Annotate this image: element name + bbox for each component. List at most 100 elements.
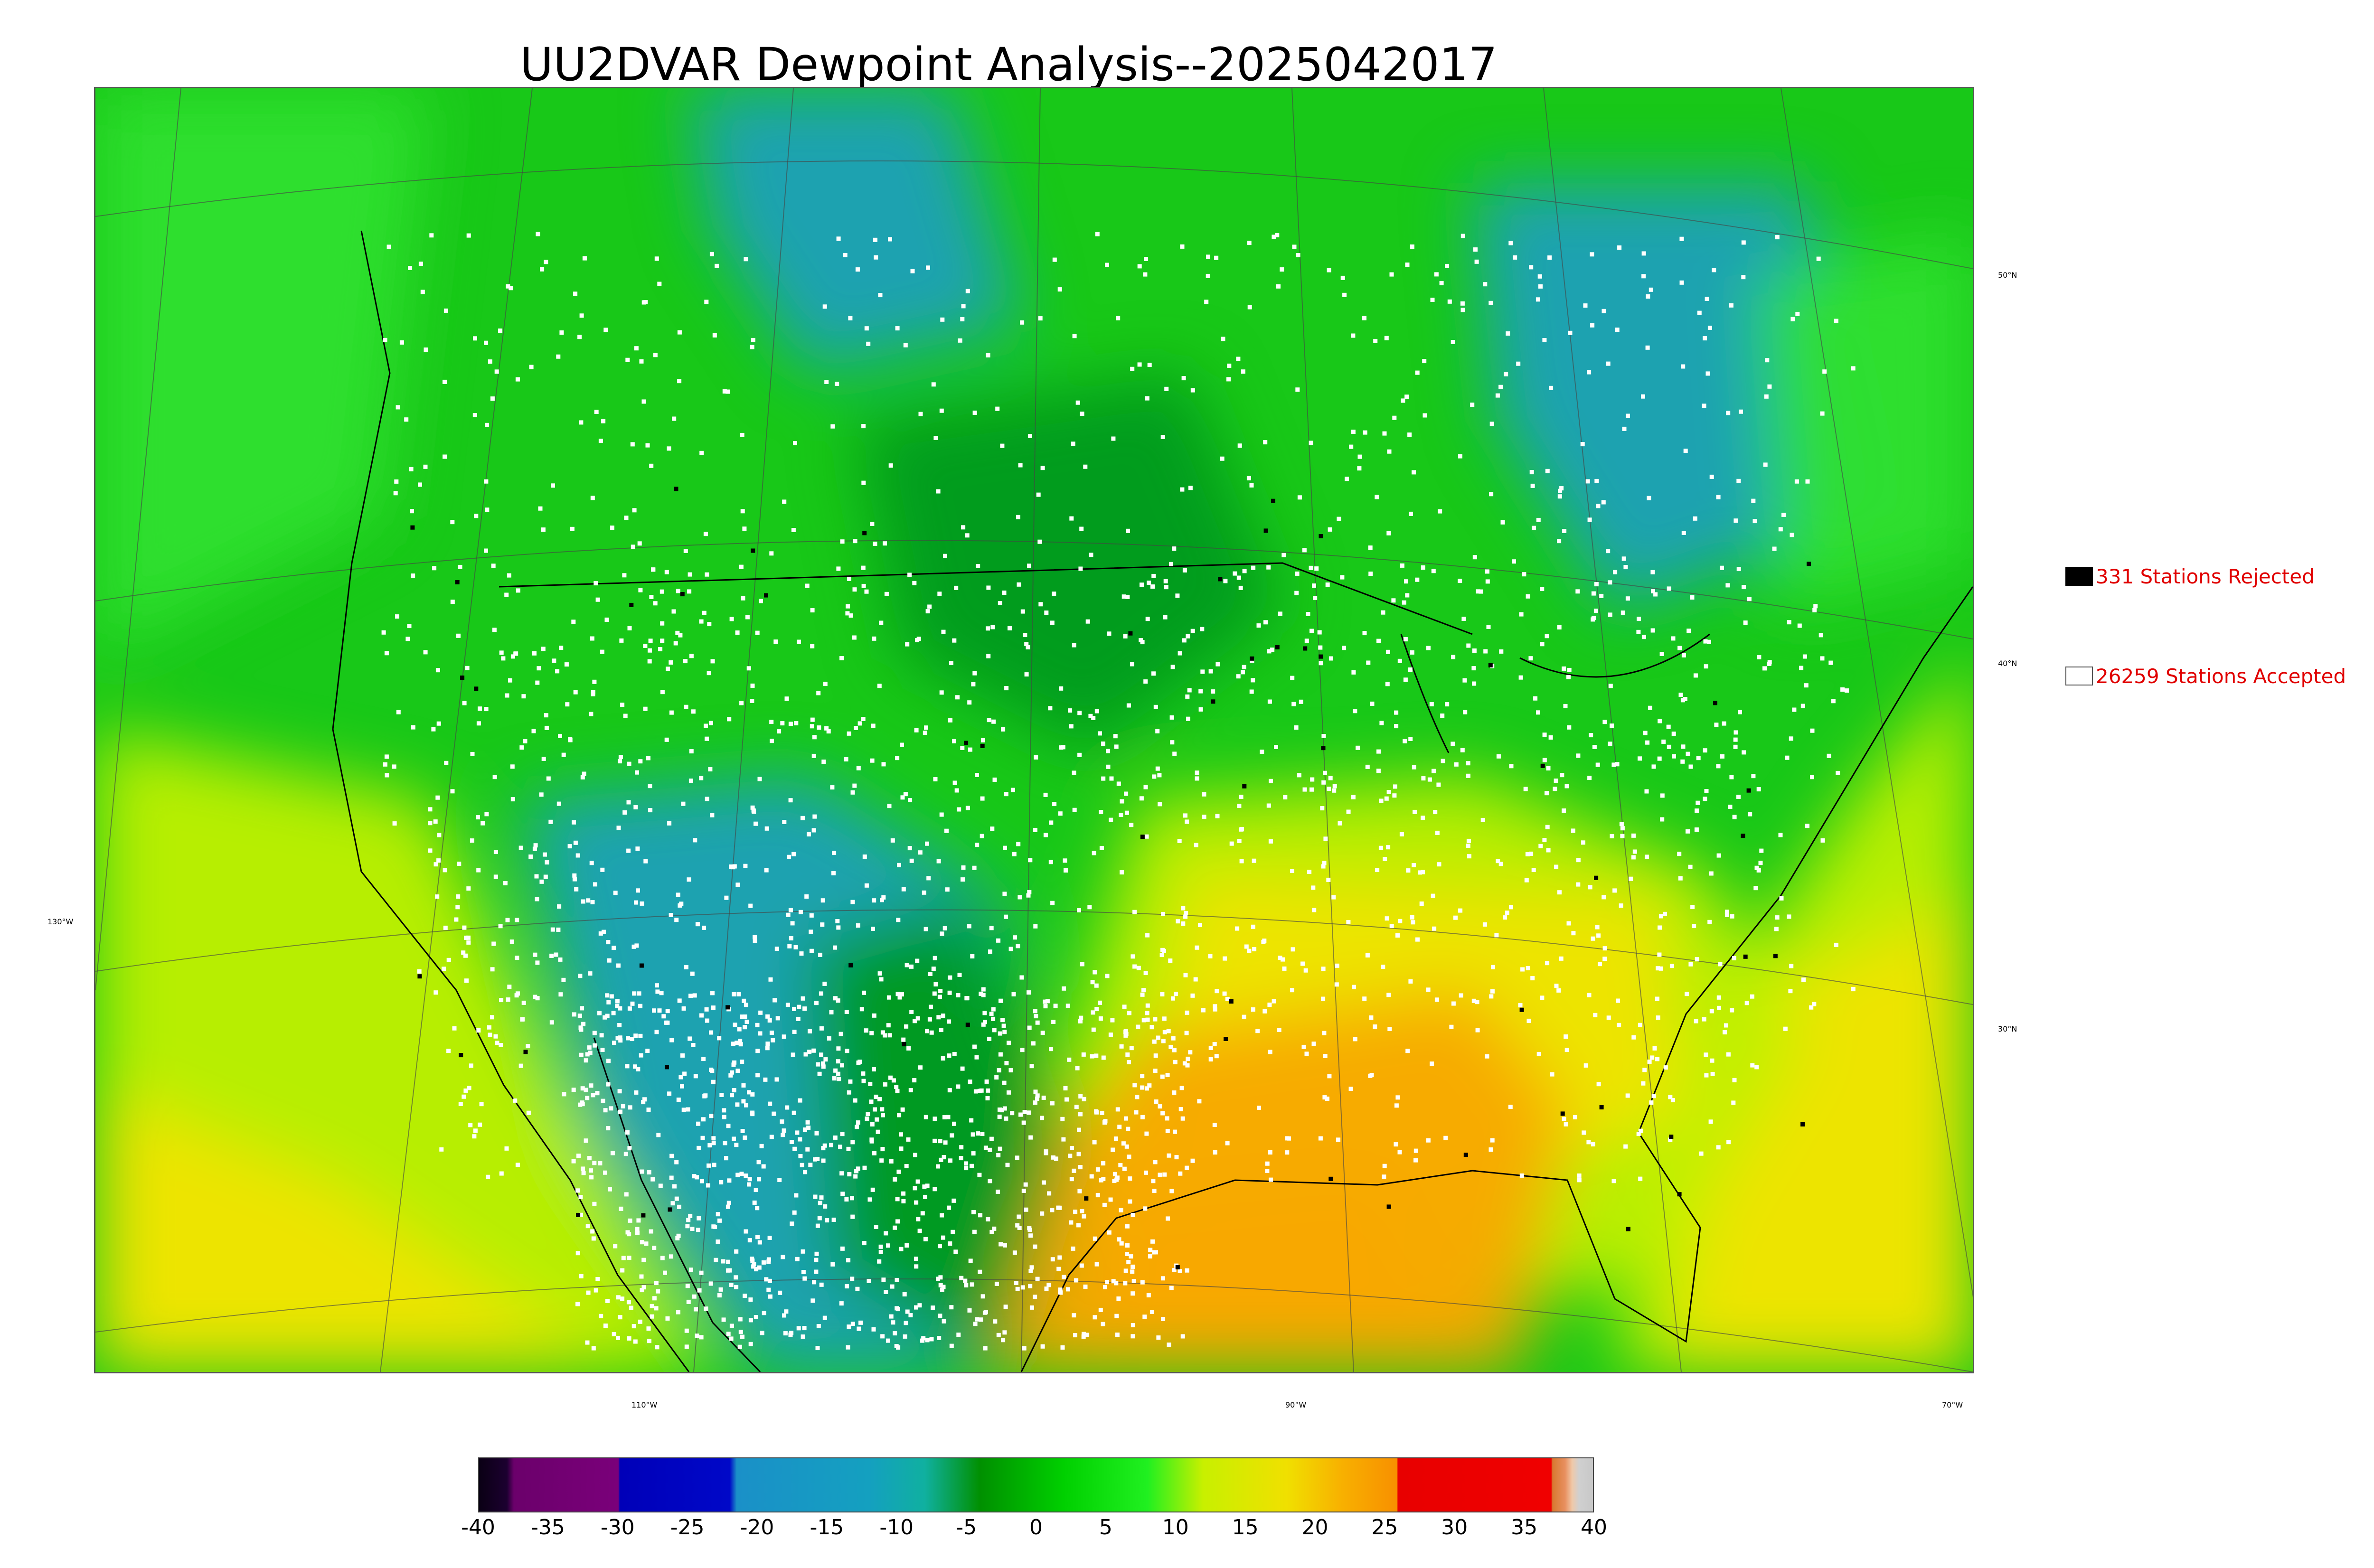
station-accepted	[411, 725, 415, 730]
station-accepted	[1071, 1246, 1075, 1251]
station-accepted	[544, 725, 549, 730]
station-accepted	[1058, 811, 1063, 816]
station-accepted	[1512, 559, 1516, 564]
station-accepted	[678, 1075, 683, 1080]
station-accepted	[801, 1249, 805, 1254]
station-accepted	[476, 721, 481, 726]
station-accepted	[1016, 842, 1021, 846]
station-accepted	[1143, 785, 1148, 789]
station-accepted	[632, 991, 637, 996]
station-accepted	[1816, 256, 1821, 261]
station-accepted	[1124, 1144, 1129, 1149]
station-accepted	[604, 617, 609, 622]
station-accepted	[1742, 585, 1746, 590]
station-accepted	[455, 905, 460, 910]
station-accepted	[681, 801, 686, 806]
station-accepted	[1813, 604, 1818, 609]
station-accepted	[1112, 1179, 1117, 1183]
station-accepted	[1299, 699, 1303, 704]
station-accepted	[1778, 833, 1783, 837]
station-accepted	[1475, 1000, 1479, 1005]
station-accepted	[653, 601, 658, 606]
station-accepted	[756, 1160, 761, 1164]
station-accepted	[1093, 1315, 1097, 1320]
station-accepted	[472, 1134, 477, 1139]
station-accepted	[1263, 620, 1268, 625]
station-accepted	[1685, 992, 1689, 996]
station-accepted	[1415, 577, 1420, 582]
station-accepted	[1756, 787, 1761, 792]
station-accepted	[1368, 545, 1373, 550]
station-accepted	[1704, 664, 1708, 669]
station-accepted	[1483, 282, 1488, 287]
station-accepted	[861, 583, 866, 588]
station-accepted	[473, 336, 477, 341]
station-accepted	[676, 1233, 681, 1238]
station-accepted	[659, 589, 664, 594]
station-accepted	[947, 1205, 951, 1210]
station-accepted	[1075, 1066, 1080, 1070]
station-accepted	[686, 1107, 690, 1112]
station-accepted	[1458, 579, 1462, 583]
station-accepted	[598, 1161, 603, 1165]
station-accepted	[606, 1082, 611, 1087]
station-accepted	[1596, 504, 1601, 508]
station-accepted	[1602, 309, 1606, 313]
station-accepted	[1023, 1182, 1028, 1187]
station-rejected	[1303, 646, 1308, 651]
station-accepted	[1083, 1284, 1088, 1289]
station-accepted	[1557, 625, 1562, 629]
station-accepted	[699, 1013, 704, 1018]
station-accepted	[788, 722, 793, 726]
station-accepted	[794, 1193, 799, 1198]
station-accepted	[664, 1020, 669, 1025]
station-accepted	[1140, 1115, 1145, 1119]
station-accepted	[1733, 737, 1738, 742]
station-accepted	[1688, 962, 1693, 967]
station-accepted	[1028, 1233, 1033, 1238]
station-accepted	[579, 1212, 583, 1217]
station-accepted	[986, 626, 990, 631]
station-accepted	[1483, 649, 1488, 654]
station-accepted	[1249, 689, 1254, 694]
station-accepted	[814, 1269, 819, 1274]
station-accepted	[1413, 809, 1417, 814]
station-accepted	[638, 759, 643, 764]
station-accepted	[578, 1025, 583, 1030]
station-accepted	[716, 1239, 720, 1244]
station-accepted	[1088, 714, 1093, 718]
station-accepted	[632, 1064, 637, 1069]
station-accepted	[1182, 568, 1187, 573]
station-accepted	[640, 1169, 644, 1174]
station-accepted	[1052, 257, 1057, 262]
station-accepted	[845, 1049, 849, 1053]
station-accepted	[947, 1053, 951, 1058]
station-accepted	[392, 821, 397, 826]
station-accepted	[1126, 1260, 1131, 1265]
station-accepted	[1526, 594, 1530, 599]
station-accepted	[1779, 896, 1784, 901]
station-accepted	[848, 1079, 853, 1084]
station-accepted	[1065, 1004, 1070, 1008]
station-accepted	[774, 1077, 779, 1082]
station-accepted	[816, 1324, 821, 1328]
station-accepted	[1542, 338, 1547, 342]
station-accepted	[462, 701, 467, 705]
station-accepted	[1545, 469, 1550, 473]
station-accepted	[610, 526, 614, 530]
station-accepted	[705, 736, 709, 741]
station-accepted	[772, 998, 777, 1003]
station-accepted	[1188, 1050, 1193, 1055]
station-accepted	[816, 691, 821, 695]
station-accepted	[633, 805, 638, 809]
station-accepted	[845, 611, 850, 616]
station-accepted	[855, 267, 860, 272]
station-accepted	[970, 954, 975, 958]
station-accepted	[1309, 441, 1313, 445]
station-accepted	[573, 840, 578, 845]
station-accepted	[558, 957, 563, 962]
station-accepted	[782, 499, 787, 504]
station-accepted	[1052, 802, 1057, 807]
station-accepted	[933, 982, 938, 986]
station-accepted	[921, 1336, 926, 1341]
